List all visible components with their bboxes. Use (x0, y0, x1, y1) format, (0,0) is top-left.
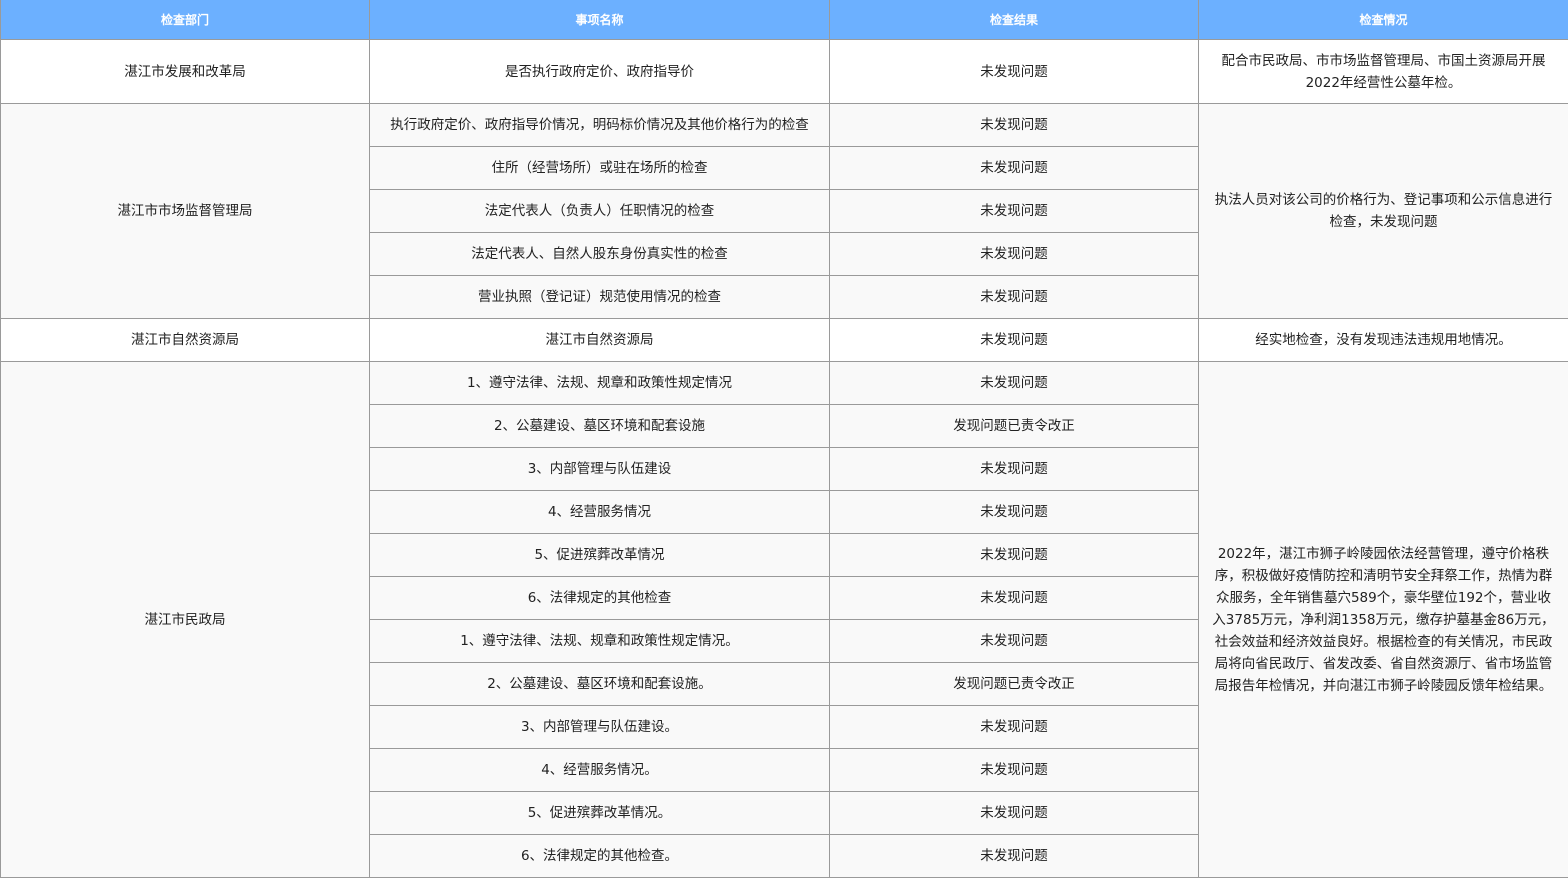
result-cell: 未发现问题 (829, 103, 1199, 147)
table-row: 2、公墓建设、墓区环境和配套设施 发现问题已责令改正 (1, 404, 1568, 448)
result-cell: 未发现问题 (829, 189, 1199, 233)
table-row: 法定代表人、自然人股东身份真实性的检查 未发现问题 (1, 232, 1568, 276)
result-cell: 未发现问题 (829, 705, 1199, 749)
situation-cell: 配合市民政局、市市场监督管理局、市国土资源局开展2022年经营性公墓年检。 (1198, 39, 1568, 104)
table-row: 3、内部管理与队伍建设 未发现问题 (1, 447, 1568, 491)
result-cell: 发现问题已责令改正 (829, 662, 1199, 706)
item-name-cell: 执行政府定价、政府指导价情况，明码标价情况及其他价格行为的检查 (369, 103, 830, 147)
table-row: 湛江市民政局 1、遵守法律、法规、规章和政策性规定情况 未发现问题 2022年，湛江市… (0, 361, 1568, 878)
header-situation: 检查情况 (1198, 0, 1568, 40)
table-row: 1、遵守法律、法规、规章和政策性规定情况。 未发现问题 (1, 619, 1568, 663)
result-cell: 未发现问题 (829, 146, 1199, 190)
item-name-cell: 法定代表人、自然人股东身份真实性的检查 (369, 232, 830, 276)
item-name-cell: 4、经营服务情况 (369, 490, 830, 534)
item-name-cell: 5、促进殡葬改革情况 (369, 533, 830, 577)
result-cell: 未发现问题 (829, 791, 1199, 835)
result-cell: 未发现问题 (829, 490, 1199, 534)
result-cell: 未发现问题 (829, 275, 1199, 319)
situation-cell: 执法人员对该公司的价格行为、登记事项和公示信息进行检查，未发现问题 (1198, 103, 1568, 319)
table-row: 湛江市市场监督管理局 执行政府定价、政府指导价情况，明码标价情况及其他价格行为的检… (0, 103, 1568, 319)
item-name-cell: 营业执照（登记证）规范使用情况的检查 (369, 275, 830, 319)
header-row: 检查部门 事项名称 检查结果 检查情况 (0, 0, 1568, 40)
item-name-cell: 3、内部管理与队伍建设 (369, 447, 830, 491)
department-group: 湛江市市场监督管理局 执行政府定价、政府指导价情况，明码标价情况及其他价格行为的检… (0, 103, 1568, 319)
table-row: 4、经营服务情况 未发现问题 (1, 490, 1568, 534)
result-cell: 未发现问题 (829, 748, 1199, 792)
result-cell: 未发现问题 (829, 318, 1199, 362)
department-group: 湛江市发展和改革局 是否执行政府定价、政府指导价 未发现问题 配合市民政局、市市场监督… (0, 39, 1568, 104)
situation-cell: 2022年，湛江市狮子岭陵园依法经营管理，遵守价格秩序，积极做好疫情防控和清明节… (1198, 361, 1568, 878)
item-name-cell: 1、遵守法律、法规、规章和政策性规定情况 (369, 361, 830, 405)
result-cell: 未发现问题 (829, 447, 1199, 491)
item-name-cell: 5、促进殡葬改革情况。 (369, 791, 830, 835)
result-cell: 未发现问题 (829, 232, 1199, 276)
item-name-cell: 2、公墓建设、墓区环境和配套设施。 (369, 662, 830, 706)
table-row: 4、经营服务情况。 未发现问题 (1, 748, 1568, 792)
result-cell: 发现问题已责令改正 (829, 404, 1199, 448)
item-name-cell: 2、公墓建设、墓区环境和配套设施 (369, 404, 830, 448)
table-row: 湛江市发展和改革局 是否执行政府定价、政府指导价 未发现问题 配合市民政局、市市场监督… (0, 39, 1568, 104)
result-cell: 未发现问题 (829, 39, 1199, 104)
result-cell: 未发现问题 (829, 576, 1199, 620)
table-row: 3、内部管理与队伍建设。 未发现问题 (1, 705, 1568, 749)
department-cell: 湛江市民政局 (0, 361, 370, 878)
item-name-cell: 1、遵守法律、法规、规章和政策性规定情况。 (369, 619, 830, 663)
table-row: 5、促进殡葬改革情况 未发现问题 (1, 533, 1568, 577)
department-group: 湛江市民政局 1、遵守法律、法规、规章和政策性规定情况 未发现问题 2022年，湛江市… (0, 361, 1568, 878)
department-group: 湛江市自然资源局 湛江市自然资源局 未发现问题 经实地检查，没有发现违法违规用地情况。 (0, 318, 1568, 362)
item-name-cell: 4、经营服务情况。 (369, 748, 830, 792)
department-cell: 湛江市发展和改革局 (0, 39, 370, 104)
department-cell: 湛江市自然资源局 (0, 318, 370, 362)
header-department: 检查部门 (0, 0, 370, 40)
result-cell: 未发现问题 (829, 533, 1199, 577)
result-cell: 未发现问题 (829, 619, 1199, 663)
table-row: 2、公墓建设、墓区环境和配套设施。 发现问题已责令改正 (1, 662, 1568, 706)
item-name-cell: 湛江市自然资源局 (369, 318, 830, 362)
item-name-cell: 法定代表人（负责人）任职情况的检查 (369, 189, 830, 233)
result-cell: 未发现问题 (829, 834, 1199, 878)
table-row: 5、促进殡葬改革情况。 未发现问题 (1, 791, 1568, 835)
header-item-name: 事项名称 (369, 0, 830, 40)
table-row: 营业执照（登记证）规范使用情况的检查 未发现问题 (1, 275, 1568, 319)
table-header: 检查部门 事项名称 检查结果 检查情况 (0, 0, 1568, 40)
header-result: 检查结果 (829, 0, 1199, 40)
item-name-cell: 6、法律规定的其他检查。 (369, 834, 830, 878)
item-name-cell: 住所（经营场所）或驻在场所的检查 (369, 146, 830, 190)
result-cell: 未发现问题 (829, 361, 1199, 405)
item-name-cell: 3、内部管理与队伍建设。 (369, 705, 830, 749)
table-row: 湛江市自然资源局 湛江市自然资源局 未发现问题 经实地检查，没有发现违法违规用地情况。 (0, 318, 1568, 362)
item-name-cell: 6、法律规定的其他检查 (369, 576, 830, 620)
table-row: 6、法律规定的其他检查。 未发现问题 (1, 834, 1568, 878)
situation-cell: 经实地检查，没有发现违法违规用地情况。 (1198, 318, 1568, 362)
item-name-cell: 是否执行政府定价、政府指导价 (369, 39, 830, 104)
table-row: 法定代表人（负责人）任职情况的检查 未发现问题 (1, 189, 1568, 233)
department-cell: 湛江市市场监督管理局 (0, 103, 370, 319)
table-row: 住所（经营场所）或驻在场所的检查 未发现问题 (1, 146, 1568, 190)
